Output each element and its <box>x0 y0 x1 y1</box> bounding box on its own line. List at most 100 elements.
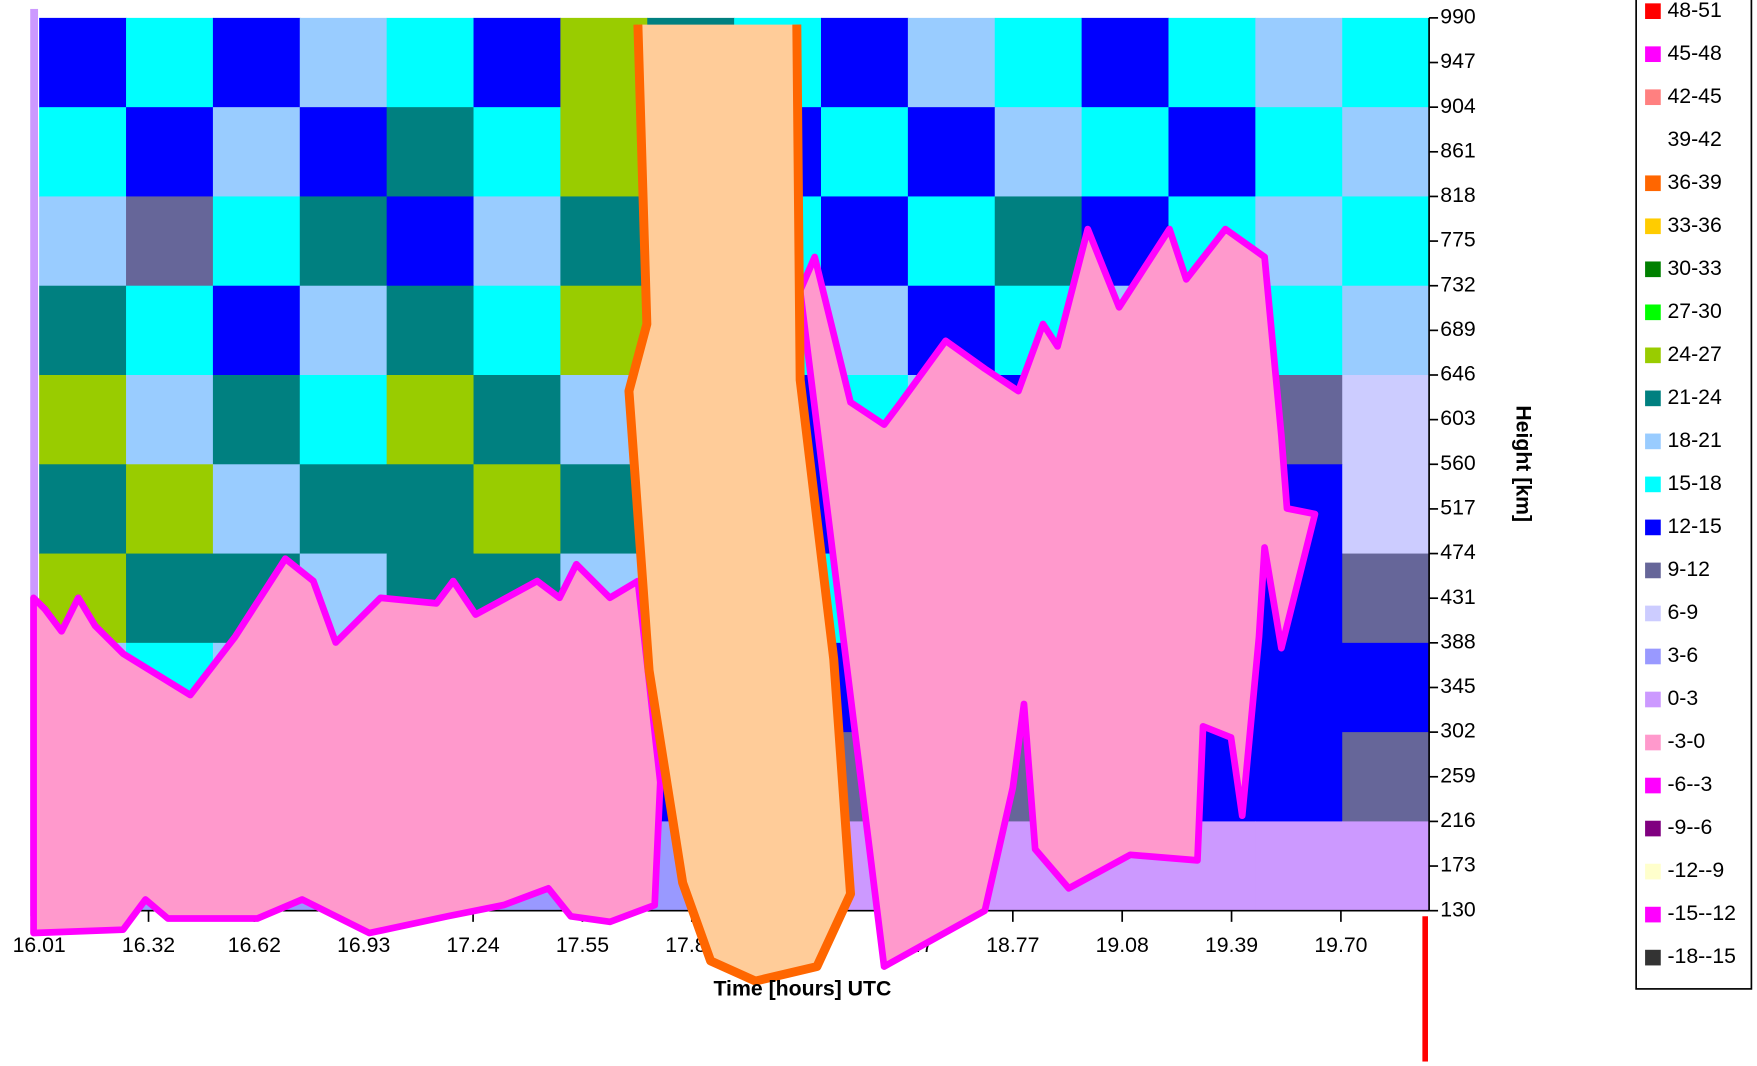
legend-label: 18-21 <box>1667 428 1721 452</box>
contour-cell <box>560 196 648 287</box>
legend-swatch <box>1645 820 1661 837</box>
x-tick-label: 16.93 <box>337 933 390 957</box>
y-tick-label: 947 <box>1440 49 1475 73</box>
contour-cell <box>1342 285 1430 376</box>
x-tick-label: 19.39 <box>1205 933 1258 957</box>
contour-cell <box>39 464 127 555</box>
contour-cell <box>386 464 475 555</box>
contour-cell <box>299 17 388 108</box>
y-tick-label: 560 <box>1440 451 1475 475</box>
contour-cell <box>212 17 301 108</box>
legend-swatch <box>1645 261 1661 278</box>
contour-cell <box>299 464 388 555</box>
contour-cell <box>1342 464 1430 555</box>
legend-label: 9-12 <box>1667 557 1710 581</box>
legend-swatch <box>1645 175 1661 192</box>
contour-cell <box>126 17 214 108</box>
contour-cell <box>473 196 561 287</box>
y-tick-label: 775 <box>1440 228 1475 252</box>
contour-cell <box>39 285 127 376</box>
legend-label: 42-45 <box>1667 84 1721 108</box>
contour-cell <box>473 17 561 108</box>
legend-label: -12--9 <box>1667 858 1724 882</box>
contour-cell <box>386 196 475 287</box>
contour-cell <box>386 107 475 197</box>
legend-label: 33-36 <box>1667 213 1721 237</box>
y-tick-label: 818 <box>1440 183 1475 207</box>
legend-label: -9--6 <box>1667 815 1712 839</box>
contour-cell <box>907 196 996 287</box>
legend-label: 24-27 <box>1667 342 1721 366</box>
legend-label: 0-3 <box>1667 686 1698 710</box>
contour-cell <box>821 196 909 287</box>
contour-cell <box>386 285 475 376</box>
legend-swatch <box>1645 605 1661 622</box>
contour-cell <box>994 196 1083 287</box>
legend-label: 27-30 <box>1667 299 1721 323</box>
contour-cell <box>994 107 1083 197</box>
contour-cell <box>299 107 388 197</box>
contour-cell <box>1342 196 1430 287</box>
contour-cell <box>126 285 214 376</box>
overlay <box>30 8 1428 1062</box>
contour-cell <box>821 107 909 197</box>
x-tick-label: 17.55 <box>556 933 609 957</box>
legend-swatch <box>1645 304 1661 321</box>
contour-cell <box>473 107 561 197</box>
contour-cell <box>299 374 388 465</box>
contour-cell <box>1255 17 1343 108</box>
legend-label: 48-51 <box>1667 0 1721 22</box>
pink-region <box>30 555 664 937</box>
contour-cell <box>39 196 127 287</box>
y-tick-label: 689 <box>1440 317 1475 341</box>
legend-label: 45-48 <box>1667 41 1721 65</box>
y-tick-label: 216 <box>1440 808 1475 832</box>
x-axis-title: Time [hours] UTC <box>713 977 891 1001</box>
legend-swatch <box>1645 863 1661 880</box>
contour-cell <box>212 107 301 197</box>
x-tick-label: 16.32 <box>122 933 175 957</box>
legend-swatch <box>1645 648 1661 665</box>
contour-cell <box>386 17 475 108</box>
contour-cell <box>473 285 561 376</box>
legend-swatch <box>1645 476 1661 493</box>
contour-cell <box>994 17 1083 108</box>
y-tick-label: 130 <box>1440 897 1475 921</box>
legend-swatch <box>1645 949 1661 966</box>
contour-cell <box>560 107 648 197</box>
contour-cell <box>126 196 214 287</box>
legend-swatch <box>1645 46 1661 63</box>
contour-cell <box>1342 107 1430 197</box>
y-tick-label: 474 <box>1440 540 1476 564</box>
contour-cell <box>1342 374 1430 465</box>
legend-swatch <box>1645 734 1661 751</box>
legend-swatch <box>1645 562 1661 579</box>
legend-label: 15-18 <box>1667 471 1721 495</box>
contour-cell <box>1342 553 1430 644</box>
y-tick-label: 302 <box>1440 719 1475 743</box>
contour-cell <box>386 374 475 465</box>
y-tick-label: 646 <box>1440 362 1475 386</box>
red-bar <box>1422 916 1428 1062</box>
legend-label: 6-9 <box>1667 600 1698 624</box>
x-tick-label: 19.70 <box>1314 933 1367 957</box>
y-tick-label: 732 <box>1440 272 1475 296</box>
legend-label: -18--15 <box>1667 944 1736 968</box>
contour-cell <box>1255 107 1343 197</box>
y-tick-label: 173 <box>1440 853 1475 877</box>
legend-label: 36-39 <box>1667 170 1721 194</box>
contour-cell <box>560 17 648 108</box>
contour-cell <box>1342 732 1430 822</box>
contour-cell <box>299 285 388 376</box>
contour-cell <box>39 17 127 108</box>
legend-swatch <box>1645 519 1661 536</box>
left-bar <box>30 8 39 917</box>
legend-label: 30-33 <box>1667 256 1721 280</box>
contour-cell <box>473 374 561 465</box>
x-tick-label: 16.62 <box>228 933 281 957</box>
legend-swatch <box>1645 433 1661 450</box>
legend-swatch <box>1645 906 1661 923</box>
y-tick-label: 603 <box>1440 406 1475 430</box>
contour-cell <box>212 464 301 555</box>
contour-cell <box>907 17 996 108</box>
